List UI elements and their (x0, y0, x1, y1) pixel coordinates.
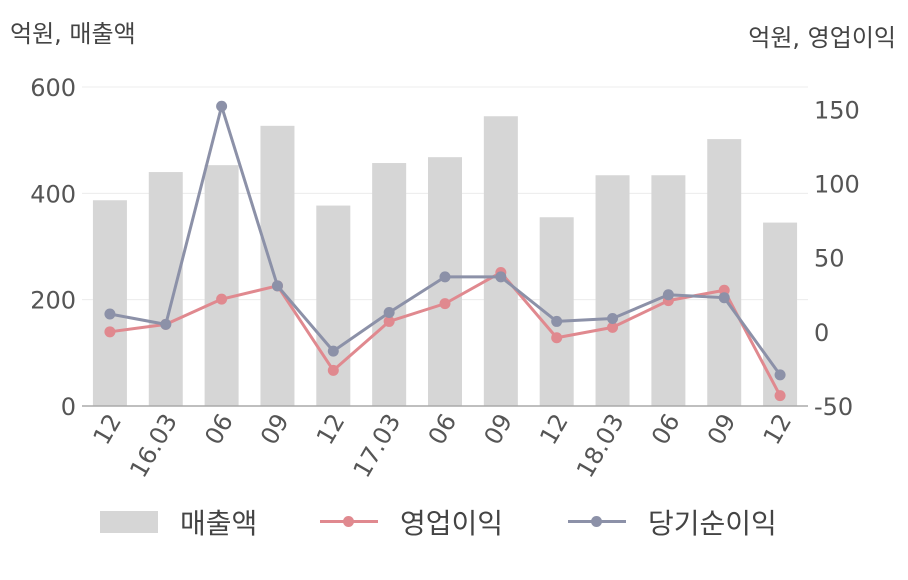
data-point (607, 321, 619, 333)
right-tick-label: 150 (814, 96, 860, 124)
legend-label-net-income: 당기순이익 (648, 507, 777, 540)
legend-label-operating-profit: 영업이익 (400, 507, 504, 540)
legend-item-net-income: 당기순이익 (568, 500, 777, 544)
legend-item-operating-profit: 영업이익 (320, 500, 503, 544)
x-tick-label: 12 (534, 409, 574, 449)
x-tick-label: 18.03 (571, 409, 630, 483)
data-point (774, 369, 786, 381)
data-point (439, 271, 451, 283)
right-tick-label: 0 (814, 319, 829, 347)
bar (595, 175, 630, 406)
right-axis-unit: 억원, 영업이익 (748, 24, 896, 52)
bar (483, 116, 518, 406)
x-tick-label: 12 (311, 409, 351, 449)
bar (204, 165, 239, 406)
legend-swatch-sales (100, 511, 158, 533)
data-point (327, 364, 339, 376)
data-point (662, 289, 674, 301)
left-tick-label: 200 (30, 287, 76, 315)
data-point (551, 315, 563, 327)
legend: 매출액 영업이익 당기순이익 (100, 500, 900, 544)
x-tick-label: 06 (423, 409, 463, 449)
x-tick-label: 16.03 (124, 409, 183, 483)
x-tick-label: 09 (702, 409, 742, 449)
x-tick-label: 06 (199, 409, 239, 449)
data-point (495, 271, 507, 283)
data-point (607, 312, 619, 324)
left-tick-label: 400 (30, 180, 76, 208)
bar (148, 172, 183, 406)
x-tick-label: 12 (758, 409, 798, 449)
data-point (104, 308, 116, 320)
data-point (327, 345, 339, 357)
legend-label-sales: 매출액 (180, 507, 258, 540)
x-tick-label: 17.03 (348, 409, 407, 483)
x-tick-label: 12 (88, 409, 128, 449)
data-point (160, 318, 172, 330)
right-tick-label: 50 (814, 245, 845, 273)
legend-swatch-operating-profit (320, 511, 378, 533)
right-tick-label: -50 (814, 393, 853, 421)
data-point (216, 100, 228, 112)
bar (707, 139, 742, 406)
data-point (551, 332, 563, 344)
bar (260, 125, 295, 406)
data-point (718, 292, 730, 304)
x-tick-label: 09 (255, 409, 295, 449)
right-tick-label: 100 (814, 170, 860, 198)
legend-swatch-net-income (568, 511, 626, 533)
data-point (439, 298, 451, 310)
left-tick-label: 0 (61, 393, 76, 421)
data-point (774, 390, 786, 402)
legend-item-sales: 매출액 (100, 500, 257, 544)
x-tick-label: 06 (646, 409, 686, 449)
x-tick-label: 09 (479, 409, 519, 449)
bar (372, 163, 407, 406)
data-point (383, 307, 395, 319)
data-point (216, 293, 228, 305)
data-point (271, 280, 283, 292)
bar (316, 205, 351, 406)
left-tick-label: 600 (30, 74, 76, 102)
data-point (383, 315, 395, 327)
data-point (104, 326, 116, 338)
left-axis-unit: 억원, 매출액 (10, 20, 136, 48)
bar (92, 200, 127, 406)
